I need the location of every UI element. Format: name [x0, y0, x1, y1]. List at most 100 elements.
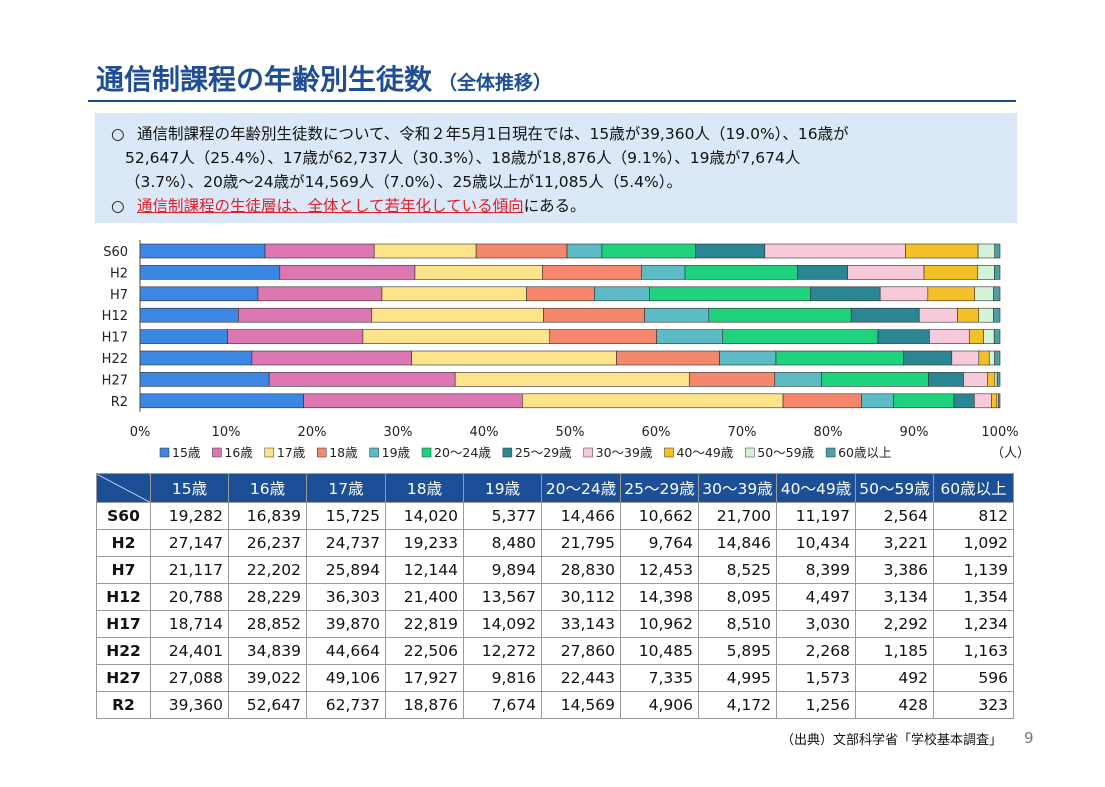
x-tick-label: 0%	[130, 425, 151, 440]
bar-H22-series-0	[139, 350, 253, 366]
category-label: H12	[102, 309, 128, 324]
category-label: H22	[102, 352, 128, 367]
unit-label: （人）	[991, 446, 1030, 461]
bar-S60-series-1	[264, 243, 375, 259]
table-cell: 9,764	[620, 529, 699, 557]
table-cell: 8,480	[463, 529, 542, 557]
summary-highlight: 通信制課程の生徒層は、全体として若年化している傾向	[137, 197, 524, 215]
bar-R2-series-7	[974, 393, 992, 409]
table-cell: 3,386	[855, 556, 934, 584]
bar-H22-series-8	[978, 350, 990, 366]
table-cell: 39,022	[228, 664, 307, 692]
table-cell: 24,401	[150, 637, 229, 665]
bar-H7-series-8	[927, 286, 976, 302]
bar-H12-series-1	[237, 307, 373, 323]
row-header: H7	[96, 556, 151, 584]
bar-H7-series-5	[649, 286, 811, 302]
table-row: H2 27,147 26,237 24,737 19,233 8,480 21,795 9,7…	[96, 529, 1014, 557]
table-cell: 62,737	[306, 691, 386, 719]
table-cell: 9,816	[463, 664, 542, 692]
column-header: 17歳	[306, 473, 386, 503]
legend-swatch-0	[159, 447, 170, 458]
category-label: H2	[110, 266, 128, 281]
table-cell: 10,485	[620, 637, 699, 665]
table-cell: 812	[933, 502, 1014, 530]
bar-H17-series-8	[968, 329, 984, 344]
bar-H7-series-4	[594, 286, 650, 302]
table-cell: 22,443	[541, 664, 621, 692]
table-cell: 10,662	[620, 502, 699, 530]
bar-H12-series-7	[918, 307, 958, 323]
table-cell: 3,134	[855, 583, 934, 611]
table-cell: 13,567	[463, 583, 542, 611]
table-cell: 28,830	[541, 556, 621, 584]
bar-S60-series-5	[601, 243, 696, 259]
bar-H27-series-1	[268, 372, 456, 387]
x-tick-label: 20%	[298, 425, 327, 440]
title-subtitle: （全体推移）	[438, 72, 553, 94]
row-header: H12	[96, 583, 151, 611]
table-row: R2 39,360 52,647 62,737 18,876 7,674 14,569 4,9…	[96, 691, 1014, 719]
table-cell: 30,112	[541, 583, 621, 611]
table-cell: 27,860	[541, 637, 621, 665]
table-cell: 2,268	[776, 637, 856, 665]
column-header: 30～39歳	[698, 473, 777, 503]
bar-H2-series-5	[684, 265, 798, 280]
table-row: H12 20,788 28,229 36,303 21,400 13,567 30,112 1…	[96, 583, 1014, 611]
bar-R2-series-1	[303, 393, 523, 409]
legend-label-8: 40～49歳	[676, 445, 733, 460]
table-cell: 15,725	[306, 502, 386, 530]
legend-swatch-8	[664, 447, 674, 458]
table-cell: 7,674	[463, 691, 542, 719]
table-cell: 14,092	[463, 610, 542, 638]
table-cell: 323	[933, 691, 1014, 719]
row-header: H17	[96, 610, 151, 638]
table-cell: 1,185	[855, 637, 934, 665]
table-cell: 34,839	[228, 637, 307, 665]
table-cell: 19,233	[385, 529, 464, 557]
table-cell: 492	[855, 664, 934, 692]
bar-H22-series-9	[988, 350, 995, 366]
x-tick-label: 60%	[642, 425, 671, 440]
column-header: 50～59歳	[855, 473, 934, 503]
legend-swatch-2	[264, 447, 275, 458]
table-cell: 12,272	[463, 637, 542, 665]
table-cell: 52,647	[228, 691, 307, 719]
legend-label-3: 18歳	[329, 445, 358, 460]
category-label: H17	[102, 331, 128, 346]
table-cell: 39,360	[150, 691, 229, 719]
bar-S60-series-8	[905, 243, 979, 259]
table-cell: 1,573	[776, 664, 856, 692]
bar-H27-series-4	[774, 372, 822, 387]
table-cell: 3,221	[855, 529, 934, 557]
row-header: H22	[96, 637, 151, 665]
table-cell: 10,962	[620, 610, 699, 638]
table-cell: 596	[933, 664, 1014, 692]
bar-H22-series-5	[775, 350, 905, 366]
bullet-1: ○	[111, 125, 125, 143]
data-table: 15歳 16歳 17歳 18歳 19歳 20～24歳 25～29歳 30～39歳 40～49歳 5…	[96, 473, 1014, 719]
x-tick-label: 90%	[900, 425, 929, 440]
bar-R2-series-8	[991, 393, 998, 409]
x-tick-label: 100%	[981, 425, 1018, 440]
bar-H22-series-7	[951, 350, 980, 366]
table-cell: 1,163	[933, 637, 1014, 665]
bar-H12-series-2	[371, 307, 544, 323]
table-cell: 8,525	[698, 556, 777, 584]
summary-text-1: 通信制課程の年齢別生徒数について、令和２年5月1日現在では、15歳が39,360…	[137, 125, 849, 143]
bar-H17-series-1	[227, 329, 364, 344]
bar-H22-series-3	[616, 350, 720, 366]
row-header: S60	[96, 502, 151, 530]
legend-label-9: 50～59歳	[757, 445, 814, 460]
title-main: 通信制課程の年齢別生徒数	[96, 63, 433, 96]
table-cell: 4,172	[698, 691, 777, 719]
table-cell: 2,292	[855, 610, 934, 638]
table-cell: 1,256	[776, 691, 856, 719]
bar-H12-series-0	[139, 307, 239, 323]
bar-H12-series-6	[850, 307, 920, 323]
table-cell: 12,453	[620, 556, 699, 584]
bar-H7-series-2	[381, 286, 527, 302]
column-header: 60歳以上	[933, 473, 1014, 503]
bullet-2: ○	[111, 197, 125, 215]
legend-swatch-10	[825, 447, 836, 458]
